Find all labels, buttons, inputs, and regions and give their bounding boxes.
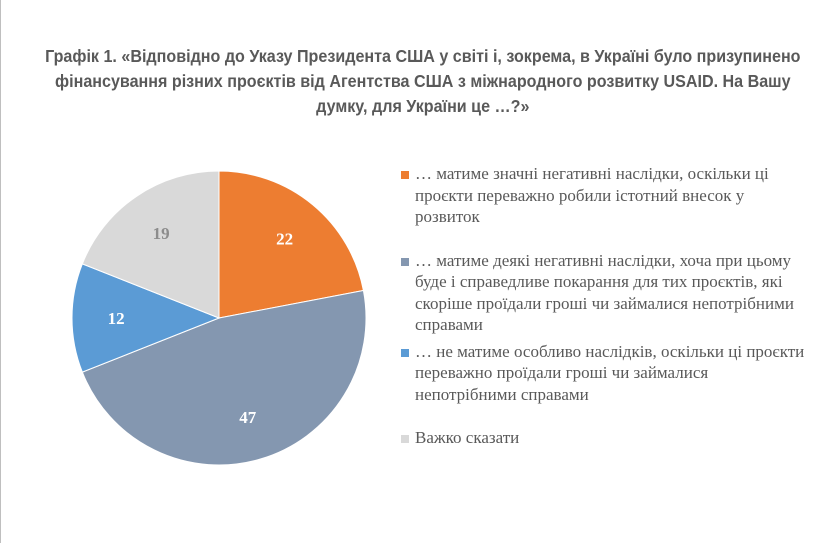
legend-label: … не матиме особливо наслідків, оскільки… xyxy=(415,341,805,404)
legend-item: … матиме значні негативні наслідки, оскі… xyxy=(401,163,811,228)
legend-item: … матиме деякі негативні наслідки, хоча … xyxy=(401,250,811,336)
legend-swatch xyxy=(401,257,409,266)
data-label: 12 xyxy=(108,309,125,328)
data-label: 47 xyxy=(239,408,257,427)
legend-swatch xyxy=(401,435,409,443)
pie-slice xyxy=(71,263,221,373)
legend-swatch xyxy=(401,348,409,357)
chart-title: Графік 1. «Відповідно до Указу Президент… xyxy=(45,46,801,116)
legend-item: … не матиме особливо наслідків, оскільки… xyxy=(401,341,811,406)
legend-swatch xyxy=(401,171,409,179)
legend: … матиме значні негативні наслідки, оскі… xyxy=(401,163,811,449)
pie-slice xyxy=(81,170,220,319)
legend-label: … матиме значні негативні наслідки, оскі… xyxy=(415,164,769,226)
legend-label: … матиме деякі негативні наслідки, хоча … xyxy=(415,250,794,335)
data-label: 19 xyxy=(153,224,170,243)
pie-slice xyxy=(218,170,364,319)
data-label: 22 xyxy=(276,230,293,249)
legend-item: Важко сказати xyxy=(401,427,811,449)
legend-label: Важко сказати xyxy=(415,428,520,447)
pie-slice xyxy=(81,289,367,466)
